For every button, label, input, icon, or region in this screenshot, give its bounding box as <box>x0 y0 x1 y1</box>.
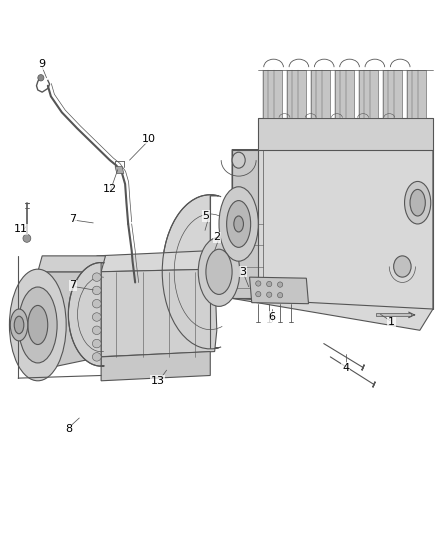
Ellipse shape <box>92 300 101 308</box>
Ellipse shape <box>219 187 258 261</box>
Ellipse shape <box>206 249 232 294</box>
Text: 12: 12 <box>103 184 117 195</box>
Ellipse shape <box>394 256 411 277</box>
Polygon shape <box>250 277 308 304</box>
Ellipse shape <box>234 216 244 232</box>
Polygon shape <box>263 70 283 118</box>
Ellipse shape <box>11 309 28 341</box>
Ellipse shape <box>92 326 101 335</box>
Text: 10: 10 <box>142 134 156 144</box>
Ellipse shape <box>10 269 66 381</box>
Text: 3: 3 <box>240 267 247 277</box>
Ellipse shape <box>226 200 251 247</box>
Ellipse shape <box>267 292 272 297</box>
Polygon shape <box>97 251 217 272</box>
Polygon shape <box>311 70 330 118</box>
Ellipse shape <box>92 353 101 361</box>
Text: 2: 2 <box>213 232 220 243</box>
Polygon shape <box>335 70 354 118</box>
Text: 5: 5 <box>202 211 209 221</box>
Ellipse shape <box>278 282 283 287</box>
Ellipse shape <box>92 273 101 281</box>
Polygon shape <box>115 166 124 173</box>
Text: 9: 9 <box>39 60 46 69</box>
Ellipse shape <box>267 281 272 287</box>
Polygon shape <box>376 313 411 317</box>
Text: 7: 7 <box>69 280 76 290</box>
Text: 7: 7 <box>69 214 76 224</box>
Ellipse shape <box>232 152 245 168</box>
Ellipse shape <box>92 340 101 348</box>
Polygon shape <box>383 70 403 118</box>
Text: 8: 8 <box>65 424 72 434</box>
Ellipse shape <box>410 189 425 216</box>
Polygon shape <box>38 256 106 272</box>
Ellipse shape <box>14 316 24 334</box>
Polygon shape <box>362 365 364 370</box>
Text: 6: 6 <box>268 312 275 322</box>
Polygon shape <box>258 118 433 150</box>
Ellipse shape <box>198 237 240 306</box>
Ellipse shape <box>256 292 261 297</box>
Text: 13: 13 <box>151 376 165 386</box>
Polygon shape <box>359 70 378 118</box>
Polygon shape <box>97 269 217 357</box>
Polygon shape <box>101 352 210 381</box>
Ellipse shape <box>278 293 283 298</box>
Polygon shape <box>68 263 104 366</box>
Ellipse shape <box>23 235 31 243</box>
Polygon shape <box>407 70 426 118</box>
Polygon shape <box>162 195 219 349</box>
Text: 4: 4 <box>342 362 349 373</box>
Polygon shape <box>38 272 101 370</box>
Polygon shape <box>373 382 375 387</box>
Polygon shape <box>287 70 306 118</box>
Text: 11: 11 <box>13 224 27 235</box>
Polygon shape <box>232 150 433 330</box>
Ellipse shape <box>28 305 48 344</box>
Text: 1: 1 <box>388 317 395 327</box>
Polygon shape <box>232 150 258 298</box>
Ellipse shape <box>38 75 44 81</box>
Ellipse shape <box>256 281 261 286</box>
Ellipse shape <box>92 313 101 321</box>
Ellipse shape <box>18 287 57 363</box>
Ellipse shape <box>405 181 431 224</box>
Ellipse shape <box>92 286 101 295</box>
